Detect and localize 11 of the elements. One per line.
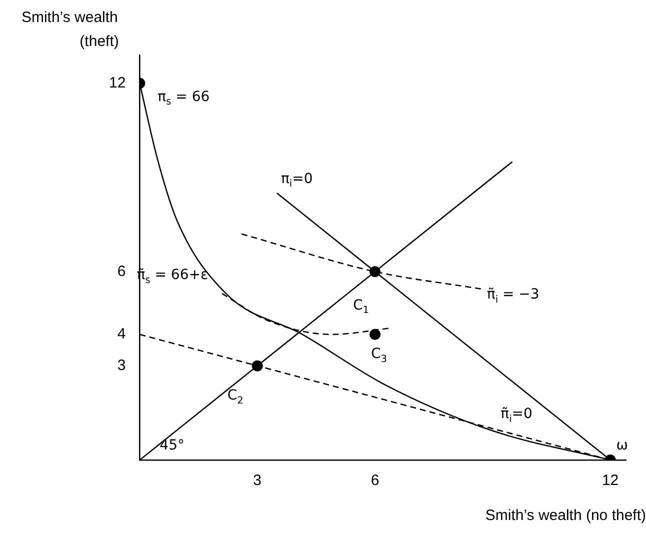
y-axis-title: Smith’s wealth (theft) xyxy=(21,9,119,50)
annotation: 45° xyxy=(160,438,185,454)
y-tick-label: 12 xyxy=(108,74,126,92)
annotation: ω xyxy=(616,438,628,454)
x-axis-title: Smith’s wealth (no theft) xyxy=(485,507,646,524)
y-tick-label: 6 xyxy=(117,262,126,280)
x-tick-label: 3 xyxy=(253,472,262,490)
x-tick-label: 12 xyxy=(602,472,619,490)
y-tick-label: 4 xyxy=(117,326,126,343)
x-tick-label: 6 xyxy=(370,472,380,490)
y-tick-label: 3 xyxy=(117,356,126,374)
